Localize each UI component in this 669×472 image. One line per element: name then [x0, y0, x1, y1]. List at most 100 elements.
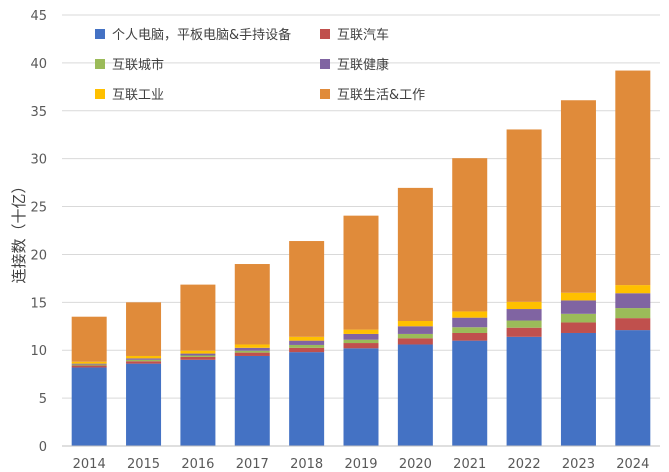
bar-segment	[506, 129, 542, 302]
y-tick-label: 15	[30, 296, 47, 311]
bar-segment	[126, 355, 162, 359]
bar-segment	[180, 355, 216, 357]
bar-segment	[615, 293, 651, 309]
legend-swatch	[95, 29, 105, 39]
x-tick-label: 2018	[290, 457, 323, 472]
bar-segment	[126, 361, 162, 364]
y-tick-label: 20	[30, 248, 47, 263]
bar-segment	[506, 320, 542, 328]
x-tick-label: 2017	[236, 457, 269, 472]
bar-segment	[506, 301, 542, 310]
y-tick-label: 40	[30, 57, 47, 72]
bar-segment	[289, 340, 325, 345]
bar-segment	[289, 336, 325, 341]
bar-segment	[560, 292, 596, 301]
bar-segment	[71, 364, 107, 366]
gridlines	[62, 14, 660, 399]
bar-segment	[180, 350, 216, 354]
bar-segment	[615, 308, 651, 319]
bar-segment	[289, 241, 325, 337]
y-tick-label: 35	[30, 105, 47, 120]
bar-segment	[506, 309, 542, 321]
y-axis-tick-labels: 0 5 10 15 20 25 30 35 40 45	[30, 9, 47, 455]
bar-segment	[126, 358, 162, 360]
bar-segment	[506, 327, 542, 337]
bar-segment	[126, 302, 162, 356]
legend-swatch	[320, 59, 330, 69]
bar-segment	[452, 311, 488, 318]
x-tick-label: 2022	[508, 457, 541, 472]
bar-segment	[397, 321, 433, 327]
bar-segment	[560, 332, 596, 446]
x-tick-label: 2024	[616, 457, 649, 472]
legend-swatch	[95, 59, 105, 69]
y-tick-label: 30	[30, 153, 47, 168]
bar-segment	[452, 317, 488, 328]
y-tick-label: 0	[39, 440, 47, 455]
bars	[71, 70, 651, 446]
legend-swatch	[320, 89, 330, 99]
y-tick-label: 5	[39, 392, 47, 407]
x-tick-label: 2014	[73, 457, 106, 472]
bar-segment	[234, 350, 270, 353]
legend-label: 个人电脑，平板电脑&手持设备	[112, 27, 291, 43]
bar-segment	[180, 359, 216, 446]
bar-segment	[506, 336, 542, 446]
bar-segment	[234, 352, 270, 356]
bar-segment	[234, 355, 270, 446]
bar-segment	[615, 70, 651, 286]
bar-segment	[397, 326, 433, 334]
bar-segment	[397, 333, 433, 339]
bar-segment	[397, 344, 433, 446]
bar-segment	[71, 365, 107, 368]
legend-label: 互联城市	[112, 57, 164, 73]
legend-label: 互联生活&工作	[337, 88, 425, 103]
y-tick-label: 45	[30, 9, 47, 24]
bar-segment	[234, 347, 270, 351]
bar-segment	[234, 344, 270, 348]
x-tick-label: 2019	[344, 457, 377, 472]
x-tick-label: 2015	[127, 457, 160, 472]
bar-segment	[126, 359, 162, 362]
bar-segment	[615, 318, 651, 331]
bar-segment	[126, 363, 162, 446]
legend-label: 互联健康	[337, 57, 389, 73]
bar-segment	[615, 330, 651, 446]
x-tick-label: 2016	[181, 457, 214, 472]
bar-segment	[343, 343, 379, 349]
x-axis-tick-labels: 2014 2015 2016 2017 2018 2019 2020 2021 2022 2023…	[73, 457, 650, 472]
bar-segment	[615, 285, 651, 294]
bar-segment	[289, 347, 325, 353]
bar-segment	[343, 215, 379, 330]
legend-label: 互联工业	[112, 88, 164, 103]
y-tick-label: 10	[30, 344, 47, 359]
bar-segment	[343, 348, 379, 446]
bar-segment	[560, 300, 596, 314]
x-tick-label: 2023	[562, 457, 595, 472]
bar-segment	[289, 352, 325, 446]
bar-segment	[560, 100, 596, 293]
bar-segment	[560, 313, 596, 323]
bar-segment	[71, 367, 107, 446]
x-tick-label: 2020	[399, 457, 432, 472]
bar-segment	[397, 338, 433, 345]
bar-segment	[71, 316, 107, 362]
bar-segment	[452, 340, 488, 446]
bar-segment	[343, 329, 379, 334]
x-tick-label: 2021	[453, 457, 486, 472]
bar-segment	[397, 187, 433, 322]
bar-segment	[343, 333, 379, 340]
bar-segment	[180, 356, 216, 360]
y-axis-title: 连接数（十亿）	[10, 178, 28, 283]
bar-segment	[452, 158, 488, 312]
bar-segment	[71, 361, 107, 364]
bar-segment	[560, 322, 596, 333]
bar-segment	[180, 353, 216, 356]
bar-segment	[452, 332, 488, 341]
bar-segment	[180, 284, 216, 351]
bar-segment	[452, 327, 488, 333]
legend-swatch	[320, 29, 330, 39]
bar-segment	[289, 344, 325, 348]
